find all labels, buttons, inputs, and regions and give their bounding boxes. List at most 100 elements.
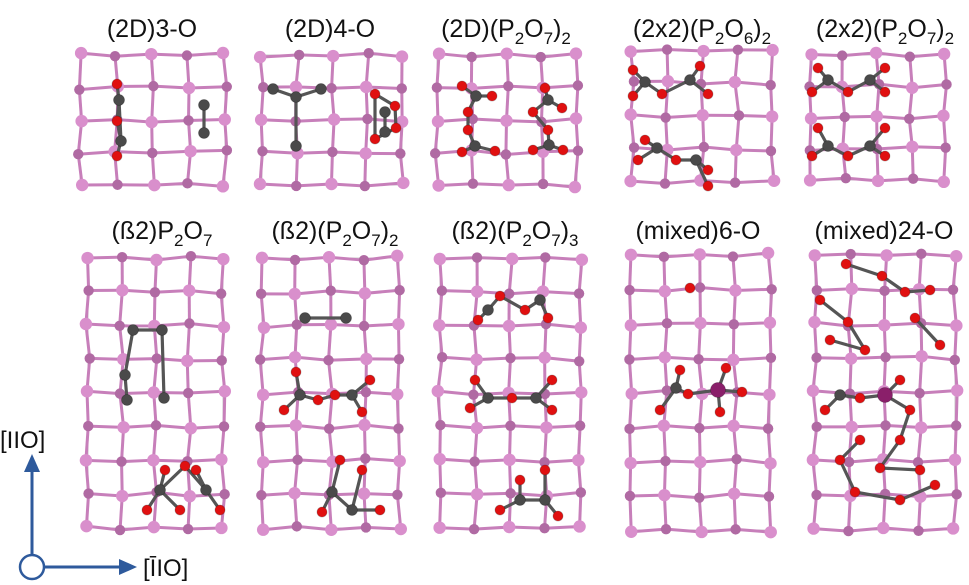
- phosphorus-atom: [327, 113, 341, 126]
- phosphorus-atom: [871, 174, 885, 188]
- phosphorus-atom: [221, 81, 232, 92]
- oxygen-atom: [462, 124, 474, 136]
- title-2x2-p2o7-2: (2x2)(P2O7)2: [816, 15, 954, 48]
- oxygen-atom: [894, 434, 906, 446]
- phosphorus-lattice: [253, 47, 410, 192]
- phosphorus-atom: [811, 352, 822, 363]
- phosphorus-atom: [255, 288, 267, 300]
- oxygen-atom: [494, 504, 506, 516]
- carbon-atom: [482, 392, 494, 404]
- carbon-atom: [864, 140, 876, 152]
- phosphorus-atom: [764, 457, 777, 470]
- phosphorus-atom: [394, 285, 405, 296]
- phosphorus-atom: [730, 524, 741, 535]
- phosphorus-atom: [572, 145, 584, 156]
- phosphorus-atom: [147, 386, 160, 399]
- phosphorus-atom: [624, 490, 636, 502]
- carbon-atom: [290, 91, 302, 103]
- phosphorus-atom: [74, 46, 88, 60]
- phosphorus-atom: [950, 250, 963, 263]
- oxygen-atom: [364, 374, 376, 386]
- phosphorus-atom: [880, 351, 891, 363]
- phosphorus-atom: [694, 316, 707, 330]
- oxygen-atom: [389, 100, 401, 112]
- carbon-atom: [290, 140, 302, 152]
- oxygen-atom: [656, 88, 668, 100]
- oxygen-atom: [859, 344, 871, 356]
- phosphorus-atom: [358, 320, 370, 332]
- oxygen-atom: [527, 144, 539, 156]
- oxygen-atom: [924, 284, 936, 296]
- phosphorus-atom: [215, 453, 228, 466]
- oxygen-atom: [694, 60, 706, 72]
- phosphorus-atom: [947, 284, 959, 295]
- carbon-atom: [267, 83, 279, 95]
- phosphorus-atom: [116, 489, 129, 503]
- phosphorus-atom: [149, 287, 161, 298]
- phosphorus-atom: [727, 487, 741, 500]
- phosphorus-atom: [293, 49, 305, 61]
- phosphorus-atom: [806, 453, 820, 467]
- phosphorus-atom: [291, 521, 302, 532]
- phosphorus-atom: [937, 175, 950, 189]
- oxygen-atom: [854, 434, 866, 446]
- phosphorus-atom: [950, 420, 962, 431]
- phosphorus-atom: [624, 108, 637, 121]
- oxygen-atom: [670, 154, 682, 166]
- adsorbate-bond: [845, 262, 883, 278]
- phosphorus-atom: [539, 522, 550, 534]
- phosphorus-atom: [624, 354, 635, 365]
- oxygen-atom: [469, 374, 481, 386]
- phosphorus-atom: [323, 355, 334, 366]
- phosphorus-atom: [253, 177, 267, 191]
- carbon-atom: [514, 494, 526, 506]
- phosphorus-atom: [505, 420, 516, 431]
- phosphorus-atom: [502, 319, 516, 333]
- carbon-atom: [639, 76, 651, 88]
- oxygen-atom: [806, 86, 818, 98]
- title-2x2-p2o6-2: (2x2)(P2O6)2: [633, 15, 771, 48]
- adsorbate-bond: [160, 329, 166, 399]
- phosphorus-lattice: [429, 47, 584, 194]
- oxygen-atom: [736, 386, 748, 398]
- carbon-atom: [346, 504, 358, 516]
- title-mixed-24o: (mixed)24-O: [815, 217, 954, 245]
- phosphorus-atom: [147, 453, 160, 467]
- phosphorus-atom: [75, 114, 88, 128]
- phosphorus-atom: [937, 109, 950, 122]
- phosphorus-atom: [535, 51, 546, 63]
- phosphorus-atom: [216, 46, 230, 60]
- phosphorus-atom: [624, 456, 637, 470]
- phosphorus-atom: [502, 178, 515, 192]
- carbon-atom: [115, 135, 127, 147]
- phosphorus-atom: [358, 418, 371, 432]
- phosphorus-atom: [657, 419, 671, 432]
- oxygen-atom: [542, 124, 554, 136]
- phosphorus-atom: [325, 285, 336, 296]
- phosphorus-atom: [81, 251, 94, 265]
- phosphorus-atom: [808, 249, 821, 262]
- phosphorus-atom: [808, 315, 821, 329]
- phosphorus-atom: [325, 523, 338, 536]
- phosphorus-atom: [697, 44, 710, 58]
- phosphorus-atom: [941, 79, 952, 90]
- phosphorus-atom: [693, 354, 704, 365]
- phosphorus-atom: [436, 285, 448, 296]
- phosphorus-atom: [218, 113, 231, 126]
- oxygen-atom: [552, 510, 564, 522]
- phosphorus-atom: [500, 149, 512, 160]
- phosphorus-atom: [948, 453, 962, 467]
- phosphorus-atom: [359, 80, 373, 94]
- oxygen-atom: [842, 86, 854, 98]
- phosphorus-atom: [762, 423, 774, 434]
- phosphorus-atom: [221, 145, 233, 156]
- carbon-atom: [834, 389, 846, 401]
- structure-panel-b2-p2o7: [79, 250, 232, 536]
- phosphorus-atom: [880, 420, 891, 431]
- oxygen-atom: [702, 88, 714, 100]
- phosphorus-atom: [289, 254, 301, 266]
- oxygen-atom: [806, 150, 818, 162]
- phosphorus-lattice: [624, 246, 777, 539]
- phosphorus-atom: [363, 47, 374, 59]
- phosphorus-atom: [184, 144, 197, 158]
